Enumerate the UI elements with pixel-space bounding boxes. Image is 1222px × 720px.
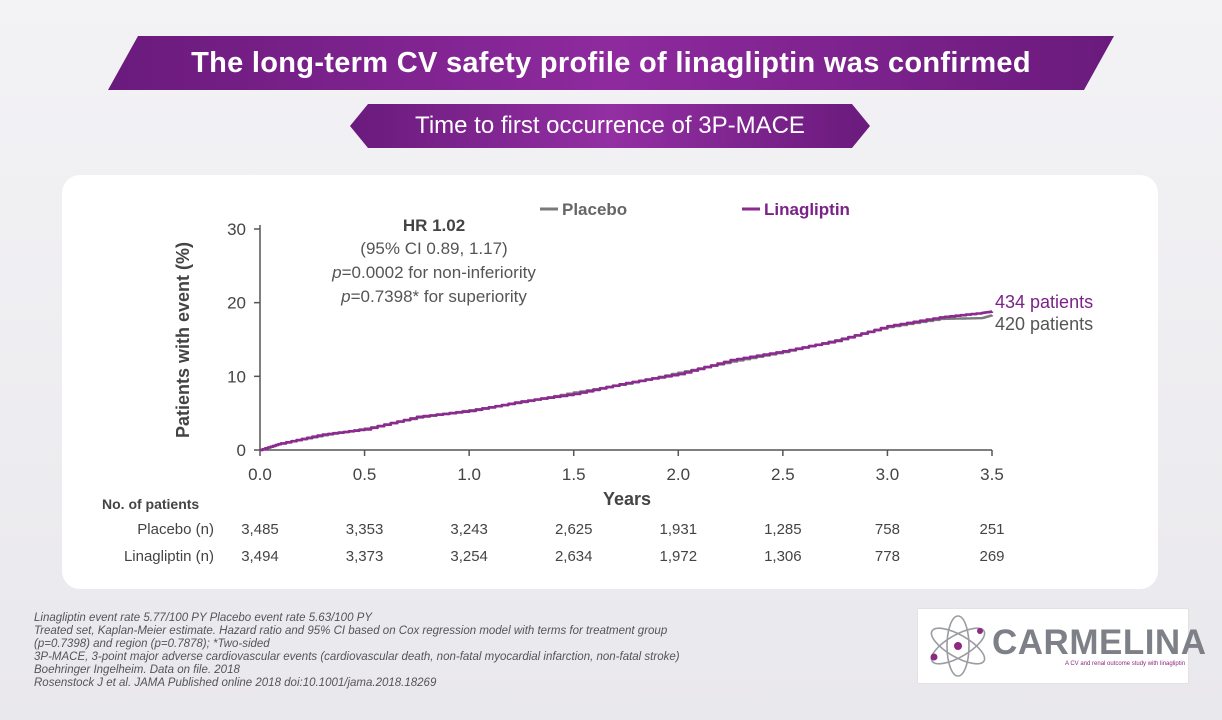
x-tick-label: 0.0 — [248, 465, 272, 484]
placebo-end-label: 420 patients — [995, 314, 1093, 334]
page-title: The long-term CV safety profile of linag… — [191, 46, 1031, 79]
p-superiority-label: p=0.7398* for superiority — [340, 287, 527, 306]
footnote-line: Linagliptin event rate 5.77/100 PY Place… — [34, 612, 373, 624]
risk-table-cell: 1,931 — [660, 521, 698, 538]
risk-table-cell: 3,485 — [241, 521, 279, 538]
risk-table-cell: 1,285 — [764, 521, 802, 538]
risk-table-cell: 758 — [875, 521, 900, 538]
logo-wordmark: CARMELINA — [992, 623, 1207, 662]
risk-table-cell: 3,373 — [346, 548, 384, 565]
title-banner: The long-term CV safety profile of linag… — [108, 36, 1114, 90]
km-chart: 0 10 20 30 0.0 0.5 1.0 1.5 2.0 2.5 3.0 3.5 Years Pati… — [102, 200, 1093, 565]
linagliptin-curve — [260, 310, 994, 452]
y-tick-label: 10 — [227, 367, 246, 386]
ci-label: (95% CI 0.89, 1.17) — [360, 239, 507, 258]
logo-tagline: A CV and renal outcome study with linagl… — [1065, 661, 1186, 667]
legend-label: Placebo — [562, 200, 627, 219]
risk-table-cell: 1,972 — [660, 548, 698, 565]
footnote-line: 3P-MACE, 3-point major adverse cardiovas… — [34, 651, 680, 663]
footnote-line: Boehringer Ingelheim. Data on file. 2018 — [34, 664, 240, 676]
legend-label: Linagliptin — [764, 200, 850, 219]
y-tick-label: 20 — [227, 294, 246, 313]
risk-row-label: Linagliptin (n) — [124, 548, 214, 565]
subtitle-banner: Time to first occurrence of 3P-MACE — [350, 104, 870, 148]
x-tick-label: 3.0 — [876, 465, 900, 484]
x-tick-label: 3.5 — [980, 465, 1004, 484]
x-tick-label: 1.5 — [562, 465, 586, 484]
y-axis-label: Patients with event (%) — [173, 242, 193, 438]
risk-table-cell: 778 — [875, 548, 900, 565]
hr-label: HR 1.02 — [403, 216, 465, 235]
risk-table-cell: 1,306 — [764, 548, 802, 565]
atom-icon — [930, 615, 986, 677]
x-tick-label: 2.0 — [666, 465, 690, 484]
footnote-line: Treated set, Kaplan-Meier estimate. Haza… — [34, 625, 668, 637]
y-tick-label: 30 — [227, 220, 246, 239]
footnote-line: Rosenstock J et al. JAMA Published onlin… — [34, 677, 437, 689]
chart-card: 0 10 20 30 0.0 0.5 1.0 1.5 2.0 2.5 3.0 3.5 Years Pati… — [62, 175, 1158, 589]
linagliptin-end-label: 434 patients — [995, 292, 1093, 312]
risk-table-cell: 3,353 — [346, 521, 384, 538]
risk-table-header: No. of patients — [102, 496, 199, 512]
x-tick-label: 2.5 — [771, 465, 795, 484]
footnote-line: (p=0.7398) and region (p=0.7878); *Two-s… — [34, 638, 270, 650]
risk-table-cell: 3,254 — [450, 548, 488, 565]
risk-table-cell: 269 — [979, 548, 1004, 565]
footnotes: Linagliptin event rate 5.77/100 PY Place… — [34, 612, 894, 690]
p-noninferiority-label: p=0.0002 for non-inferiority — [331, 263, 536, 282]
risk-row-label: Placebo (n) — [137, 521, 214, 538]
y-tick-label: 0 — [237, 441, 246, 460]
risk-table-cell: 3,494 — [241, 548, 279, 565]
carmelina-logo: CARMELINA A CV and renal outcome study w… — [917, 608, 1206, 684]
x-tick-label: 0.5 — [353, 465, 377, 484]
x-axis-label: Years — [603, 489, 651, 509]
risk-table-cell: 251 — [979, 521, 1004, 538]
risk-table-cell: 2,625 — [555, 521, 593, 538]
risk-table-cell: 3,243 — [450, 521, 488, 538]
risk-table-cell: 2,634 — [555, 548, 593, 565]
x-tick-label: 1.0 — [457, 465, 481, 484]
page-subtitle: Time to first occurrence of 3P-MACE — [415, 112, 805, 139]
